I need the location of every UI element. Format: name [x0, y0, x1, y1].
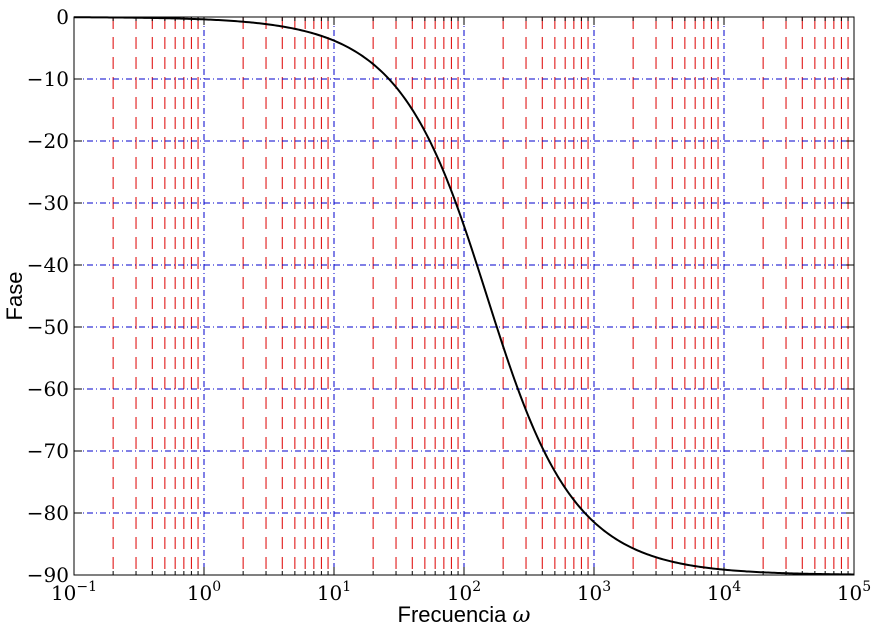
- y-tick-label: −40: [27, 253, 69, 277]
- y-tick-label: −80: [27, 501, 69, 525]
- y-tick-label: −20: [27, 129, 69, 153]
- y-axis-title: Fase: [2, 272, 27, 321]
- y-tick-label: −50: [27, 315, 69, 339]
- y-tick-label: −90: [27, 563, 69, 587]
- y-tick-labels: 0 −10 −20 −30 −40 −50 −60 −70 −80 −90: [27, 5, 69, 587]
- x-tick-label: 105: [837, 579, 871, 605]
- x-tick-label: 10−1: [51, 579, 97, 605]
- x-tick-label: 102: [447, 579, 481, 605]
- axis-ticks: [73, 16, 855, 576]
- x-tick-labels: 10−1 100 101 102 103 104 105: [51, 579, 871, 605]
- x-tick-label: 101: [317, 579, 351, 605]
- grid-lines: [74, 17, 854, 575]
- y-tick-label: −10: [27, 67, 69, 91]
- x-tick-label: 103: [577, 579, 611, 605]
- y-tick-label: −60: [27, 377, 69, 401]
- y-tick-label: −30: [27, 191, 69, 215]
- x-tick-label: 104: [707, 579, 741, 605]
- x-axis-title: Frecuencia ω: [398, 602, 531, 628]
- y-tick-label: −70: [27, 439, 69, 463]
- x-tick-label: 100: [187, 579, 221, 605]
- y-tick-label: 0: [56, 5, 69, 29]
